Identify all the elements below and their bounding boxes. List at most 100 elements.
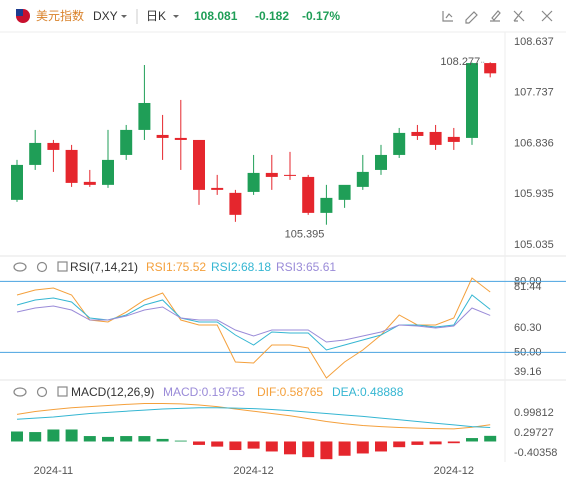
macd-line — [16, 403, 491, 430]
macd-bar — [338, 441, 351, 456]
settings-icon[interactable] — [36, 261, 48, 273]
candle-body — [284, 174, 296, 176]
macd-bar — [47, 429, 60, 442]
macd-title[interactable]: MACD(12,26,9) — [71, 385, 154, 399]
candle-body — [211, 187, 224, 190]
candle-body — [338, 184, 351, 200]
y-tick-label: 105.935 — [514, 188, 554, 200]
macd-bar — [138, 436, 151, 442]
macd-bar — [356, 441, 369, 454]
change: -0.182 — [255, 9, 289, 23]
close-icon[interactable] — [541, 10, 553, 22]
eye-icon[interactable] — [13, 387, 27, 397]
candle-body — [11, 164, 23, 200]
candle-body — [47, 142, 60, 150]
legend-label: DIF:0.58765 — [257, 385, 323, 399]
change-pct: -0.17% — [302, 9, 340, 23]
y-tick-label: 106.836 — [514, 137, 554, 149]
symbol[interactable]: DXY — [93, 9, 118, 23]
y-tick-label: 0.29727 — [514, 427, 554, 439]
candle-body — [466, 63, 478, 138]
candle-body — [484, 63, 497, 74]
macd-bar — [120, 436, 133, 442]
indicator-icon[interactable] — [57, 261, 68, 272]
index-name[interactable]: 美元指数 — [36, 8, 84, 23]
macd-bar — [411, 441, 424, 445]
candle-body — [411, 131, 424, 136]
macd-bar — [320, 441, 333, 460]
candle-body — [29, 142, 42, 165]
macd-bar — [83, 436, 96, 442]
price: 108.081 — [194, 9, 238, 23]
indicator-icon[interactable] — [57, 386, 68, 397]
header: 美元指数 DXY 日K 108.081 -0.182 -0.17% — [16, 8, 553, 24]
legend-label: MACD:0.19755 — [163, 385, 245, 399]
y-tick-label: 0.99812 — [514, 407, 554, 419]
legend-label: DEA:0.48888 — [332, 385, 404, 399]
tool-icon[interactable] — [465, 11, 478, 24]
legend-label: RSI1:75.52 — [146, 260, 206, 274]
candle-body — [229, 192, 242, 215]
macd-bar — [174, 440, 187, 442]
candle-body — [156, 134, 169, 138]
tool-icon[interactable] — [513, 10, 525, 22]
flag-canton — [16, 9, 23, 16]
macd-bar — [247, 441, 260, 449]
macd-bar — [29, 432, 42, 442]
candle-body — [138, 102, 151, 130]
macd-bar — [466, 438, 478, 442]
candle-body — [429, 131, 442, 145]
macd-bar — [102, 436, 114, 442]
macd-bar — [484, 435, 497, 442]
candle-body — [356, 171, 369, 187]
y-tick-label: 108.637 — [514, 36, 554, 48]
macd-bar — [284, 441, 296, 455]
candle-body — [320, 197, 333, 213]
eye-icon[interactable] — [13, 262, 27, 272]
macd-bar — [302, 441, 315, 458]
rsi-line — [16, 305, 491, 343]
legend-label: RSI2:68.18 — [211, 260, 271, 274]
x-tick-label: 2024-12 — [434, 465, 474, 477]
x-tick-label: 2024-12 — [233, 465, 273, 477]
tool-icon[interactable] — [442, 11, 453, 22]
macd-bar — [447, 441, 460, 444]
rsi-toolbar: RSI(7,14,21) — [13, 260, 138, 274]
candle-body — [174, 137, 187, 140]
y-tick-label: 105.035 — [514, 239, 554, 251]
symbol-caret[interactable] — [121, 15, 127, 18]
candle-body — [102, 159, 114, 185]
x-tick-label: 2024-11 — [34, 465, 74, 477]
macd-bar — [375, 441, 387, 452]
y-tick-label: 39.16 — [514, 366, 542, 378]
min-label: 105.395 — [285, 229, 325, 241]
y-tick-label: -0.40358 — [514, 447, 557, 459]
macd-bar — [156, 438, 169, 442]
candle-body — [375, 154, 387, 170]
rsi-title[interactable]: RSI(7,14,21) — [70, 260, 138, 274]
macd-bar — [265, 441, 278, 452]
candle-body — [83, 181, 96, 185]
candle-body — [247, 172, 260, 192]
candle-body — [447, 136, 460, 142]
period-caret[interactable] — [173, 15, 179, 18]
macd-bar — [65, 429, 78, 442]
macd-bar — [229, 441, 242, 451]
macd-line — [16, 407, 491, 429]
candle-body — [120, 129, 133, 155]
legend-label: RSI3:65.61 — [276, 260, 336, 274]
candle-body — [193, 139, 205, 190]
macd-bar — [211, 441, 224, 447]
max-label: 108.277 — [440, 56, 480, 68]
settings-icon[interactable] — [36, 386, 48, 398]
candle-body — [302, 176, 315, 213]
rsi-line — [16, 294, 491, 351]
macd-bar — [193, 441, 205, 445]
period[interactable]: 日K — [146, 9, 166, 23]
macd-bar — [11, 431, 23, 442]
tool-icon[interactable] — [490, 10, 501, 22]
candle-body — [393, 132, 406, 155]
y-tick-label: 81.44 — [514, 281, 542, 293]
rsi-line — [16, 277, 491, 379]
